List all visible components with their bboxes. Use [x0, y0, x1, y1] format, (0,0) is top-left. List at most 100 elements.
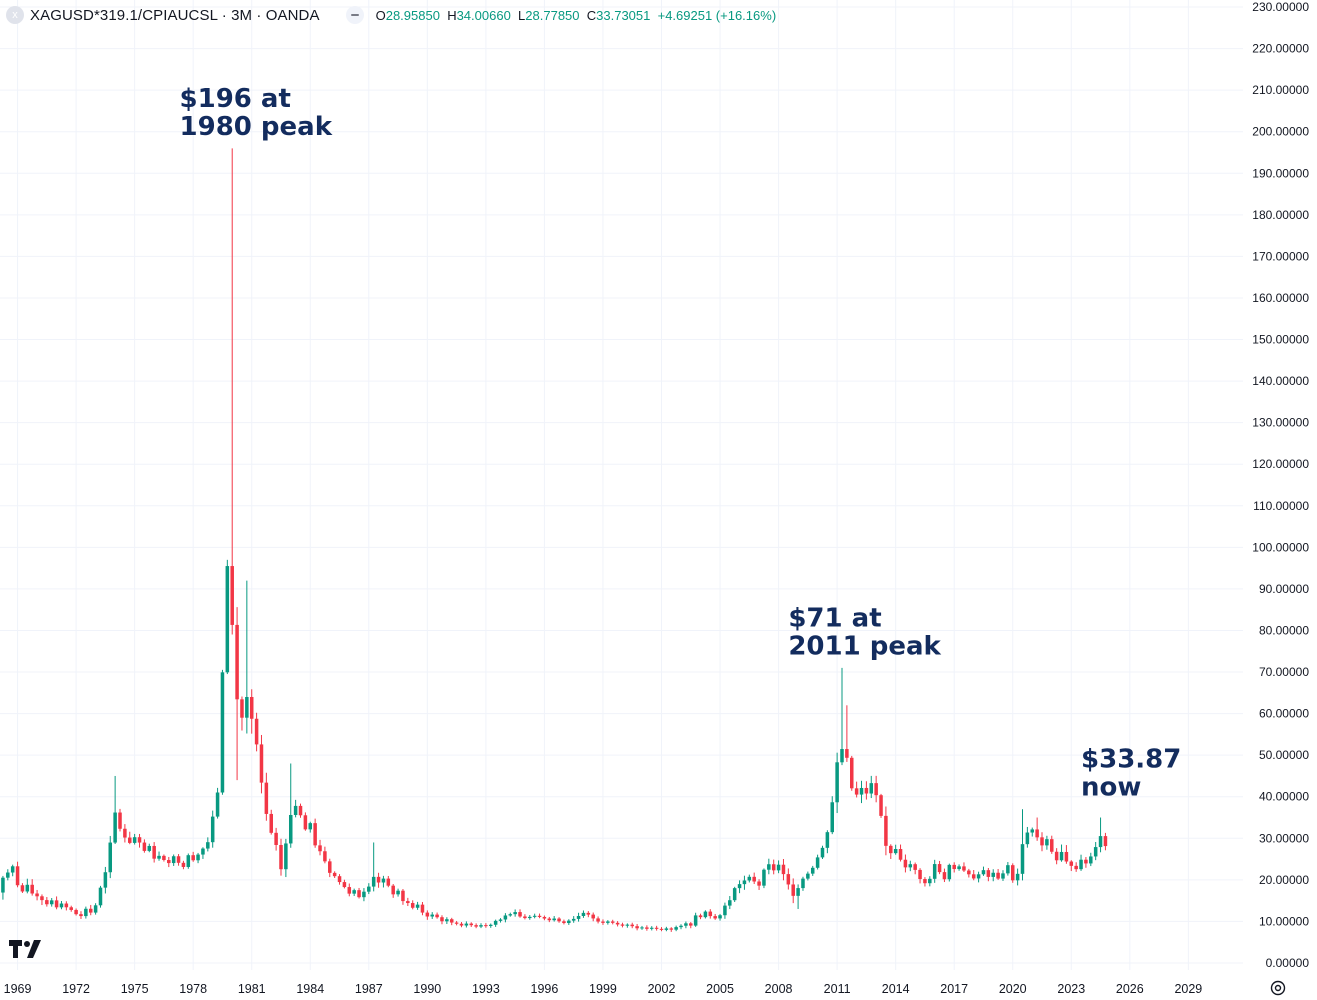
candle-body: [64, 903, 69, 908]
candle-body: [1001, 873, 1005, 879]
candle-body: [962, 866, 966, 871]
candle-body: [971, 874, 976, 879]
candle-body: [586, 912, 591, 915]
candle-body: [825, 832, 830, 848]
symbol-title[interactable]: XAGUSD*319.1/CPIAUCSL · 3M · OANDA: [30, 6, 320, 24]
y-axis[interactable]: 0.00000 10.00000 20.00000 30.00000 40.00000 5…: [1252, 0, 1309, 970]
candle-body: [635, 926, 639, 929]
candle-body: [371, 876, 376, 887]
candle-body: [893, 849, 898, 854]
candle-body: [386, 878, 391, 886]
x-tick-label: 1993: [472, 982, 500, 996]
candle-body: [562, 921, 566, 924]
candle-body: [591, 914, 595, 919]
settings-icon[interactable]: [1268, 978, 1288, 998]
candle-body: [923, 879, 927, 884]
x-axis[interactable]: 1969 1972 1975 1978 1981 1984 1987 1990 1993 1996…: [4, 982, 1203, 996]
candle-body: [654, 927, 659, 929]
candle-body: [25, 884, 30, 892]
candle-body: [191, 855, 195, 861]
candle-body: [1079, 859, 1083, 870]
candle-body: [747, 876, 752, 881]
candle-body: [649, 927, 654, 929]
candle-body: [571, 918, 576, 921]
candle-body: [947, 864, 952, 880]
candle-body: [332, 872, 337, 877]
candle-body: [869, 783, 874, 794]
x-tick-label: 2029: [1174, 982, 1202, 996]
candlesticks: [1, 148, 1108, 932]
candle-body: [552, 918, 556, 921]
candle-body: [118, 812, 122, 829]
candle-body: [1, 877, 5, 893]
candle-body: [610, 921, 615, 923]
candle-body: [308, 823, 313, 830]
candle-body: [181, 862, 186, 867]
candle-body: [337, 876, 342, 883]
candle-body: [542, 916, 547, 919]
candle-body: [474, 925, 478, 927]
candle-body: [645, 927, 649, 929]
minus-icon[interactable]: [345, 6, 364, 24]
candle-body: [215, 792, 220, 817]
x-tick-label: 1969: [4, 982, 32, 996]
y-tick-label: 230.00000: [1252, 0, 1309, 14]
candle-body: [620, 924, 625, 926]
y-tick-label: 90.00000: [1259, 582, 1309, 596]
candle-body: [298, 805, 303, 816]
candle-body: [903, 859, 908, 868]
low-value: 28.77850: [525, 7, 580, 23]
candle-body: [659, 928, 664, 930]
candle-body: [840, 749, 844, 763]
close-label: C: [586, 7, 597, 23]
y-tick-label: 200.00000: [1252, 125, 1309, 139]
y-tick-label: 80.00000: [1259, 623, 1309, 637]
x-tick-label: 1987: [355, 982, 383, 996]
candle-body: [235, 624, 239, 700]
candle-body: [718, 915, 722, 919]
candle-body: [498, 919, 503, 921]
y-tick-label: 210.00000: [1252, 83, 1309, 97]
candle-body: [79, 914, 83, 917]
candle-body: [401, 890, 405, 902]
candle-body: [1103, 836, 1108, 847]
candle-body: [254, 718, 259, 745]
candle-body: [152, 845, 156, 859]
low-label: L: [518, 7, 526, 23]
candle-body: [137, 837, 142, 843]
candle-body: [259, 744, 264, 783]
candle-body: [449, 919, 454, 923]
candle-body: [674, 927, 678, 930]
candle-body: [664, 928, 669, 930]
y-tick-label: 110.00000: [1253, 499, 1309, 513]
x-tick-label: 1978: [179, 982, 207, 996]
candle-body: [791, 884, 795, 896]
candle-body: [732, 888, 737, 901]
candle-body: [347, 887, 352, 894]
y-tick-label: 140.00000: [1252, 374, 1309, 388]
candle-body: [889, 845, 893, 854]
candle-body: [454, 922, 459, 924]
tradingview-logo-icon[interactable]: [9, 938, 45, 960]
candle-body: [601, 921, 605, 923]
x-tick-label: 2011: [824, 982, 851, 996]
candle-body: [69, 907, 73, 910]
candle-body: [410, 903, 415, 908]
candle-body: [928, 878, 932, 884]
x-tick-label: 1990: [413, 982, 441, 996]
x-tick-label: 2023: [1057, 982, 1085, 996]
candle-body: [781, 864, 786, 875]
candle-body: [742, 880, 747, 885]
annotation-line2: now: [1081, 773, 1141, 803]
candle-body: [269, 813, 273, 833]
candle-body: [391, 885, 395, 895]
candle-body: [508, 914, 513, 916]
candle-body: [1093, 847, 1098, 857]
candle-body: [113, 812, 117, 843]
candle-body: [689, 923, 693, 926]
close-icon[interactable]: x: [6, 6, 24, 24]
high-value: 34.00660: [456, 7, 511, 23]
candle-body: [196, 854, 200, 861]
candle-body: [249, 696, 254, 719]
